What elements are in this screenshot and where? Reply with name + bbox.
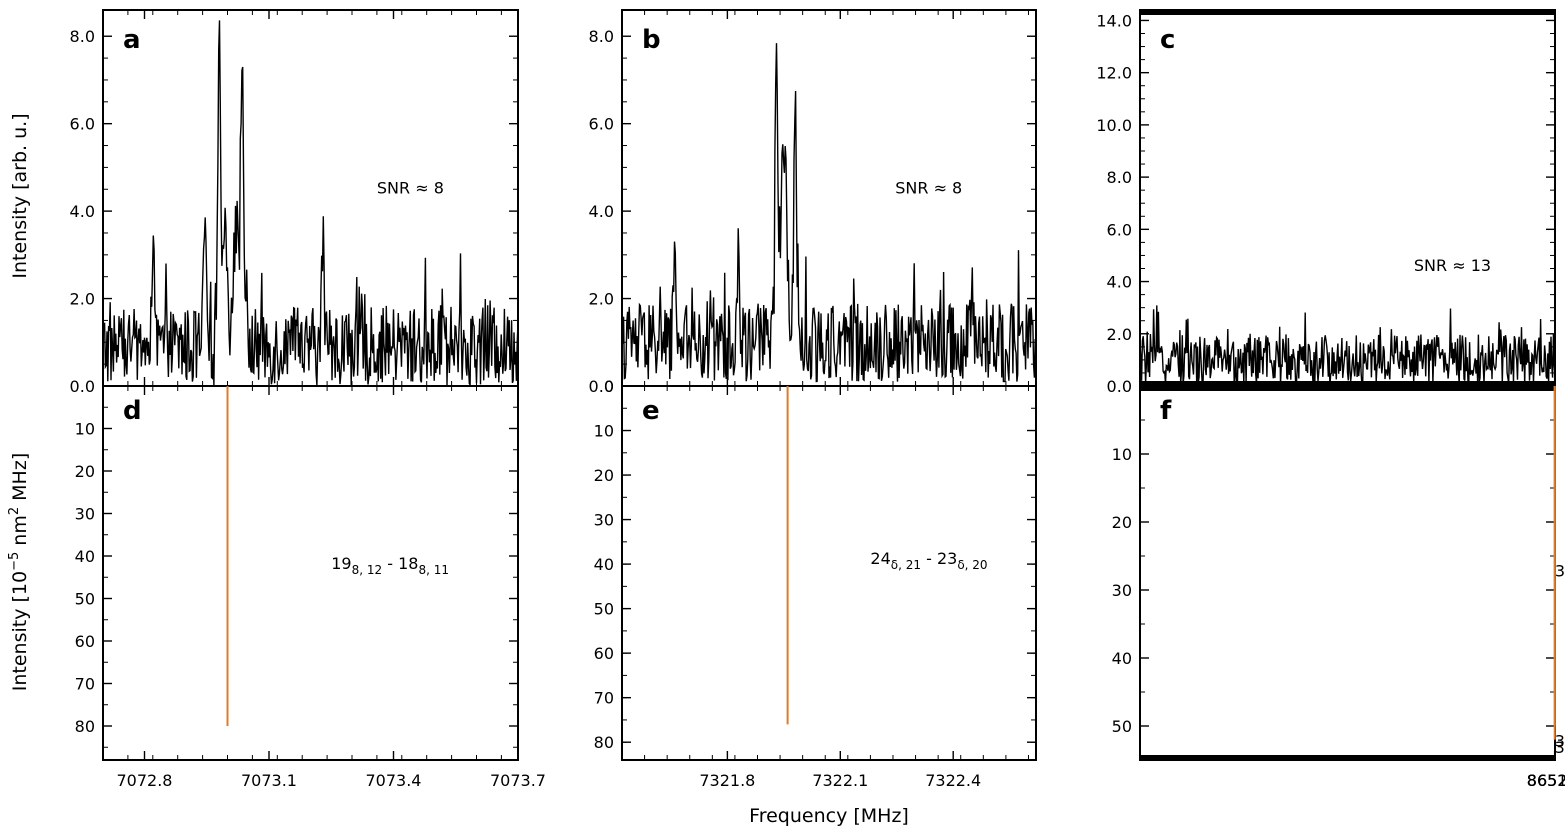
x-tick-label: 7322.1 (812, 771, 868, 790)
y-tick-label: 4.0 (70, 202, 95, 221)
snr-label: SNR ≈ 8 (895, 179, 962, 198)
y-tick-label: 2.0 (589, 290, 614, 309)
y-tick-label: 20 (594, 466, 614, 485)
panel-letter: a (123, 25, 141, 55)
y-tick-label: 60 (75, 632, 95, 651)
y-tick-label: 50 (594, 600, 614, 619)
bottom-panel-frame (622, 386, 1036, 760)
y-tick-label: 6.0 (1107, 220, 1132, 239)
y-tick-label: 8.0 (70, 27, 95, 46)
y-tick-label: 6.0 (70, 115, 95, 134)
panel-letter: e (642, 396, 660, 426)
y-tick-label: 4.0 (589, 202, 614, 221)
snr-label: SNR ≈ 8 (377, 179, 444, 198)
x-tick-label: 7073.4 (366, 771, 422, 790)
y-tick-label: 6.0 (589, 115, 614, 134)
y-tick-label: 80 (75, 717, 95, 736)
y-tick-label: 2.0 (1107, 325, 1132, 344)
x-tick-label: 7321.8 (699, 771, 755, 790)
top-panel-frame (1140, 10, 1555, 386)
panels-group: 0.0 2.0 4.0 6.0 8.0 a SNR ≈ 8 10 20 30 40 50 60 70 80 7… (70, 10, 1565, 790)
y-tick-label: 70 (594, 689, 614, 708)
y-tick-label: 20 (75, 462, 95, 481)
y-tick-label: 0.0 (70, 377, 95, 396)
y-tick-label: 4.0 (1107, 273, 1132, 292)
y-tick-label: 12.0 (1096, 64, 1132, 83)
spectrum-line (1140, 305, 1555, 385)
spectrum-line (622, 43, 1036, 382)
y-tick-label: 30 (75, 505, 95, 524)
transition-label: 198, 12 - 188, 11 (331, 554, 449, 577)
y-tick-label: 30 (594, 511, 614, 530)
y-tick-label: 0.0 (1107, 377, 1132, 396)
y-tick-label: 10 (75, 420, 95, 439)
y-tick-label: 80 (594, 733, 614, 752)
y-tick-label: 0 (604, 377, 614, 396)
y-tick-label: 40 (594, 555, 614, 574)
y-tick-label: 2.0 (70, 290, 95, 309)
x-tick-label: 7072.8 (117, 771, 173, 790)
y-tick-label: 14.0 (1096, 11, 1132, 30)
y-tick-label: 10.0 (1096, 116, 1132, 135)
panel-column-1: 0.0 2.0 4.0 6.0 8.0 a SNR ≈ 8 10 20 30 40 50 60 70 80 7… (70, 10, 546, 790)
spectrum-line (103, 20, 518, 385)
y-tick-label: 70 (75, 675, 95, 694)
panel-letter: b (642, 25, 661, 55)
y-tick-label: 40 (75, 547, 95, 566)
transition-label: 24δ, 21 - 23δ, 20 (870, 549, 987, 572)
y-tick-label: 8.0 (589, 27, 614, 46)
y-tick-label: 50 (75, 590, 95, 609)
y-tick-label: 10 (594, 422, 614, 441)
x-tick-label: 7073.7 (490, 771, 546, 790)
y-tick-label: 8.0 (1107, 168, 1132, 187)
bottom-panel-frame (103, 386, 518, 760)
x-tick-label: 7073.1 (241, 771, 297, 790)
panel-letter: d (123, 396, 142, 426)
y-tick-label: 60 (594, 644, 614, 663)
x-tick-label: 7322.4 (925, 771, 981, 790)
